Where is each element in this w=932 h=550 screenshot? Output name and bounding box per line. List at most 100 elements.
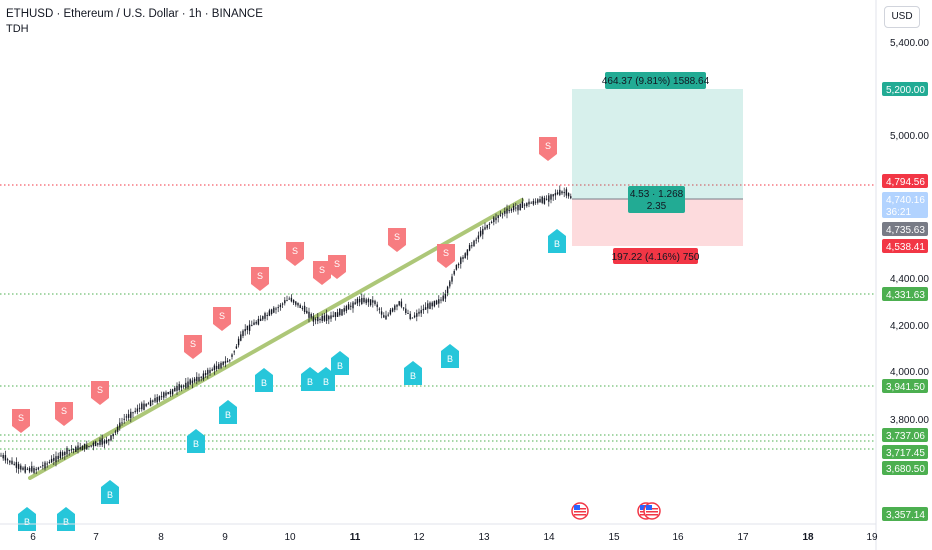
candle-body	[185, 382, 187, 388]
candle-body	[387, 314, 389, 316]
currency-button[interactable]: USD	[884, 6, 920, 28]
buy-signal-marker[interactable]: B	[101, 480, 119, 504]
candle-body	[163, 392, 165, 398]
candle-body	[2, 455, 4, 459]
signal-letter: S	[257, 271, 263, 281]
buy-signal-marker[interactable]: B	[548, 229, 566, 253]
candle-body	[497, 215, 499, 218]
sell-signal-marker[interactable]: S	[313, 261, 331, 285]
candle-body	[251, 325, 253, 327]
sell-signal-marker[interactable]: S	[539, 137, 557, 161]
sell-signal-marker[interactable]: S	[55, 402, 73, 426]
candle-body	[424, 307, 427, 310]
chart-header: ETHUSD · Ethereum / U.S. Dollar · 1h · B…	[6, 8, 263, 35]
candle-body	[266, 315, 268, 316]
buy-signal-marker[interactable]: B	[317, 367, 335, 391]
candle-body	[141, 403, 143, 410]
candle-body	[130, 411, 132, 419]
signal-letter: B	[410, 371, 416, 381]
candle-body	[94, 441, 97, 447]
candle-body	[158, 396, 161, 401]
candle-body	[336, 312, 339, 317]
signal-letter: S	[97, 385, 103, 395]
candle-body	[270, 309, 273, 314]
candle-body	[376, 304, 378, 308]
candle-body	[464, 253, 466, 258]
buy-signal-marker[interactable]: B	[404, 361, 422, 385]
candle-body	[211, 369, 213, 371]
candle-body	[486, 224, 488, 229]
candle-body	[508, 209, 510, 212]
buy-signal-marker[interactable]: B	[57, 507, 75, 531]
candle-body	[127, 414, 130, 418]
buy-signal-marker[interactable]: B	[441, 344, 459, 368]
candle-body	[90, 445, 92, 447]
sell-signal-marker[interactable]: S	[91, 381, 109, 405]
trendline-group[interactable]	[28, 198, 524, 480]
sell-signal-marker[interactable]: S	[184, 335, 202, 359]
candle-body	[495, 217, 497, 221]
candle-body	[97, 443, 99, 445]
price-badge: 3,717.45	[882, 445, 928, 459]
candle-body	[229, 359, 231, 361]
signal-letter: S	[18, 413, 24, 423]
candle-body	[484, 227, 486, 230]
candle-body	[152, 400, 154, 402]
candle-body	[28, 468, 31, 472]
target-zone[interactable]	[572, 89, 743, 199]
sell-signal-marker[interactable]: S	[12, 409, 30, 433]
candle-body	[561, 191, 563, 194]
candle-body	[209, 370, 211, 374]
candle-body	[187, 381, 189, 388]
candle-body	[154, 398, 156, 402]
candle-body	[446, 286, 449, 294]
signal-letter: B	[107, 490, 113, 500]
indicator-name[interactable]: TDH	[6, 23, 29, 35]
long-position-tool[interactable]	[572, 89, 743, 246]
candle-body	[72, 449, 75, 450]
candle-body	[281, 303, 284, 305]
candle-body	[541, 196, 543, 203]
buy-signal-marker[interactable]: B	[187, 429, 205, 453]
sell-signal-marker[interactable]: S	[328, 255, 346, 279]
candle-body	[504, 211, 506, 214]
candle-body	[224, 361, 227, 364]
candle-body	[310, 314, 312, 318]
price-badge: 3,737.06	[882, 428, 928, 442]
candle-body	[262, 316, 264, 320]
price-badge-label: 3,737.06	[886, 431, 925, 442]
candle-body	[20, 465, 22, 470]
buy-signal-marker[interactable]: B	[219, 400, 237, 424]
candle-body	[33, 468, 35, 473]
candle-body	[218, 364, 220, 369]
price-badge: 4,331.63	[882, 287, 928, 301]
symbol-title[interactable]: ETHUSD · Ethereum / U.S. Dollar · 1h · B…	[6, 8, 263, 20]
us-flag-icon[interactable]	[571, 502, 589, 520]
trendline[interactable]	[28, 198, 524, 480]
sell-signal-marker[interactable]: S	[437, 244, 455, 268]
candle-body	[4, 455, 7, 461]
signal-letter: S	[394, 232, 400, 242]
candle-body	[165, 392, 167, 396]
us-flag-icon[interactable]	[643, 502, 661, 520]
signal-letter: S	[443, 248, 449, 258]
buy-signal-marker[interactable]: B	[331, 351, 349, 375]
time-axis[interactable]: 6 7 8 9 10 11 12 13 14 15 16 17 18 19	[30, 532, 878, 543]
sell-signal-marker[interactable]: S	[213, 307, 231, 331]
candle-body	[438, 299, 440, 304]
candle-body	[301, 307, 304, 309]
candle-body	[506, 208, 508, 214]
sell-signal-marker[interactable]: S	[286, 242, 304, 266]
buy-signal-marker[interactable]: B	[255, 368, 273, 392]
buy-signal-marker[interactable]: B	[18, 507, 36, 531]
event-flags	[571, 502, 661, 520]
price-axis[interactable]: 5,400.00 5,000.00 4,400.00 4,200.00 4,00…	[890, 38, 929, 426]
candle-body	[433, 300, 436, 307]
sell-signal-marker[interactable]: S	[388, 228, 406, 252]
candle-body	[539, 199, 541, 203]
signal-letter: B	[447, 354, 453, 364]
sell-signal-marker[interactable]: S	[251, 267, 269, 291]
buy-signal-marker[interactable]: B	[301, 367, 319, 391]
candle-body	[306, 310, 308, 314]
